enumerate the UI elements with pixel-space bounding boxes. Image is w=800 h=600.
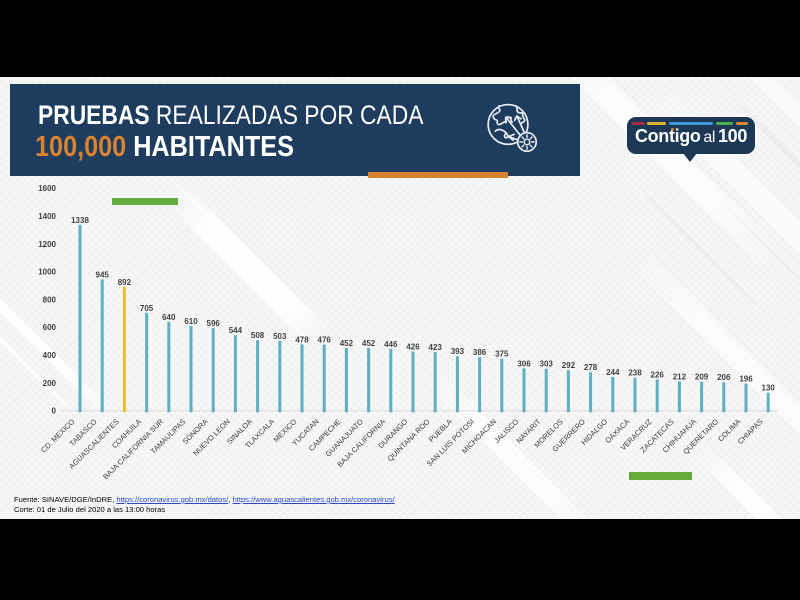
svg-text:503: 503 [273, 332, 287, 341]
svg-text:640: 640 [162, 313, 176, 322]
svg-text:892: 892 [118, 278, 132, 287]
svg-text:705: 705 [140, 304, 154, 313]
svg-text:130: 130 [762, 384, 776, 393]
svg-text:1000: 1000 [38, 268, 56, 277]
svg-text:426: 426 [406, 343, 420, 352]
svg-text:596: 596 [207, 319, 221, 328]
svg-text:375: 375 [495, 350, 509, 359]
svg-text:452: 452 [340, 339, 354, 348]
svg-text:610: 610 [184, 317, 198, 326]
svg-text:600: 600 [43, 323, 57, 332]
svg-text:1600: 1600 [38, 184, 56, 193]
svg-text:212: 212 [673, 372, 687, 381]
svg-text:400: 400 [43, 351, 57, 360]
svg-text:303: 303 [540, 360, 554, 369]
svg-text:476: 476 [318, 336, 332, 345]
svg-text:292: 292 [562, 361, 576, 370]
svg-text:CD. MEXICO: CD. MEXICO [39, 417, 77, 455]
svg-text:278: 278 [584, 363, 598, 372]
svg-text:0: 0 [52, 407, 57, 416]
svg-text:945: 945 [96, 270, 110, 279]
svg-text:446: 446 [384, 340, 398, 349]
svg-text:209: 209 [695, 373, 709, 382]
svg-text:544: 544 [229, 326, 243, 335]
svg-text:200: 200 [43, 379, 57, 388]
svg-text:423: 423 [429, 343, 443, 352]
svg-text:238: 238 [628, 369, 642, 378]
svg-text:452: 452 [362, 339, 376, 348]
svg-text:800: 800 [43, 295, 57, 304]
svg-text:393: 393 [451, 347, 465, 356]
svg-text:206: 206 [717, 373, 731, 382]
svg-text:244: 244 [606, 368, 620, 377]
svg-text:1200: 1200 [38, 240, 56, 249]
svg-text:196: 196 [739, 375, 753, 384]
svg-text:478: 478 [295, 335, 309, 344]
svg-text:1400: 1400 [38, 212, 56, 221]
svg-text:1338: 1338 [71, 216, 89, 225]
svg-text:306: 306 [517, 359, 531, 368]
svg-text:386: 386 [473, 348, 487, 357]
svg-text:226: 226 [651, 370, 665, 379]
svg-text:508: 508 [251, 331, 265, 340]
